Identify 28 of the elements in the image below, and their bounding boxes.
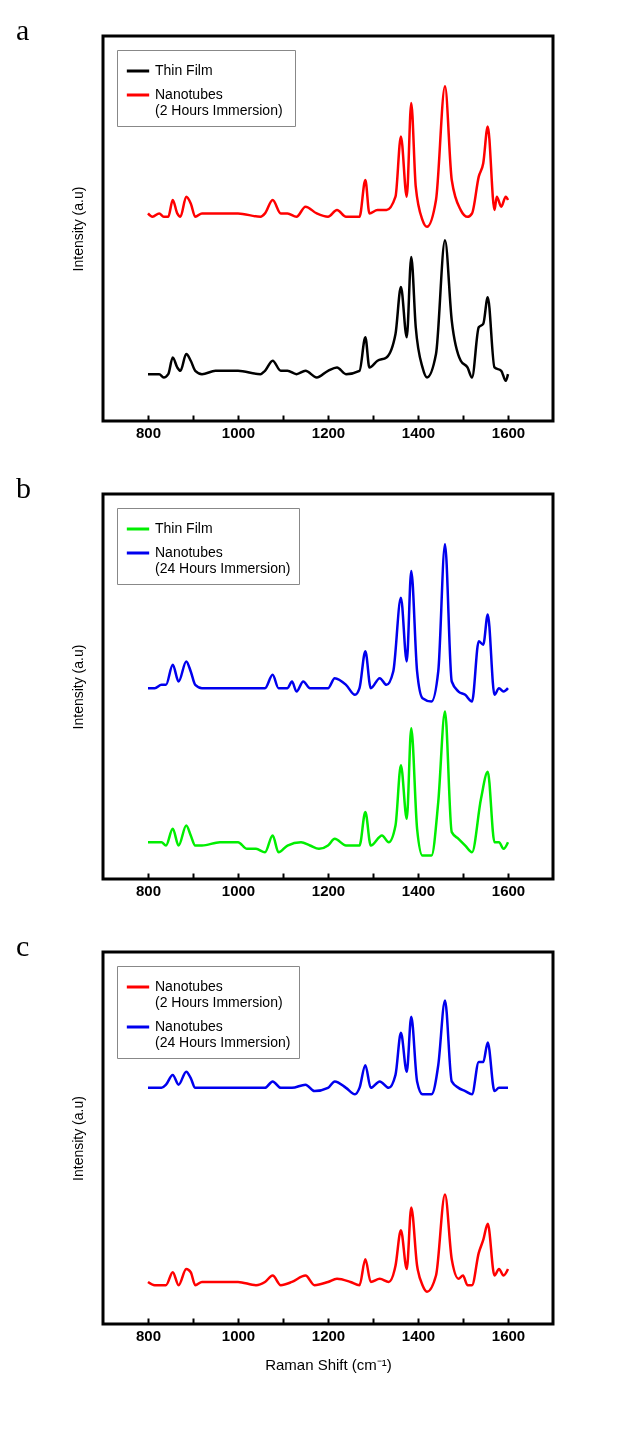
x-tick-label: 1600 (491, 881, 526, 899)
x-tick-label: 1200 (311, 423, 346, 441)
x-tick-label: 1200 (311, 1326, 346, 1344)
x-tick-label: 1000 (221, 423, 256, 441)
legend-label: Nanotubes (24 Hours Immersion) (155, 544, 291, 576)
x-tick-label: 1400 (401, 423, 436, 441)
y-axis-title: Intensity (a.u) (69, 1096, 86, 1181)
y-axis-title: Intensity (a.u) (69, 644, 86, 730)
x-tick-label: 1600 (491, 1326, 526, 1344)
x-axis-title: Raman Shift (cm⁻¹) (265, 1355, 392, 1373)
legend-label: Thin Film (155, 520, 213, 536)
y-axis-title: Intensity (a.u) (69, 186, 86, 272)
x-tick-label: 1200 (311, 881, 346, 899)
x-tick-label: 1600 (491, 423, 526, 441)
legend-label: Nanotubes (24 Hours Immersion) (155, 1018, 291, 1050)
legend-label: Thin Film (155, 62, 213, 78)
x-tick-label: 1400 (401, 1326, 436, 1344)
x-tick-label: 800 (135, 1326, 162, 1344)
chart-title: c (16, 929, 30, 962)
chart-title: b (16, 471, 31, 504)
legend-label: Nanotubes (2 Hours Immersion) (155, 86, 283, 118)
x-tick-label: 1400 (401, 881, 436, 899)
x-tick-label: 800 (135, 423, 162, 441)
x-tick-label: 1000 (221, 881, 256, 899)
legend-label: Nanotubes (2 Hours Immersion) (155, 978, 283, 1010)
chart-title: a (16, 13, 30, 46)
x-tick-label: 800 (135, 881, 162, 899)
x-tick-label: 1000 (221, 1326, 256, 1344)
